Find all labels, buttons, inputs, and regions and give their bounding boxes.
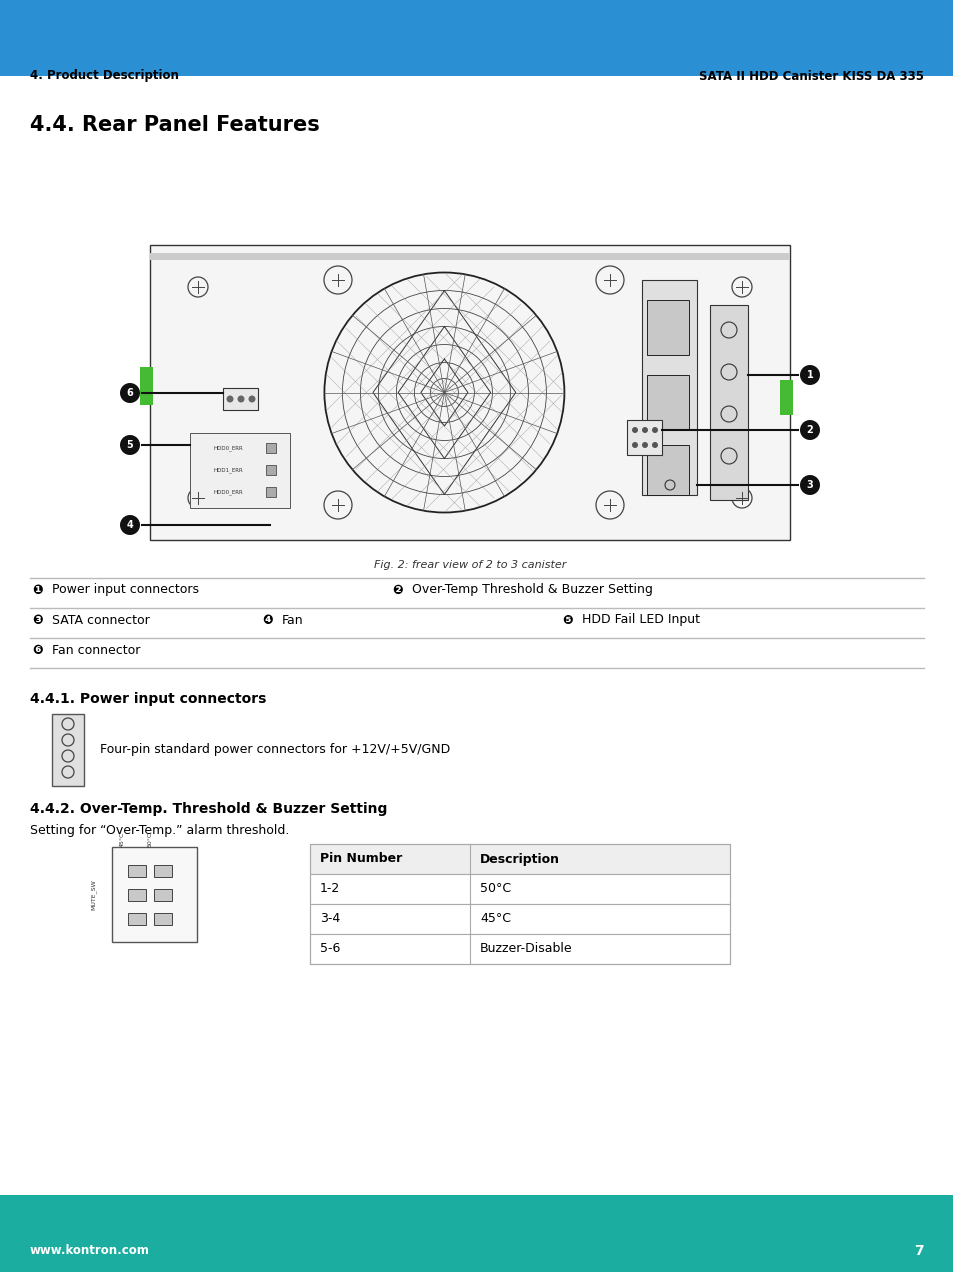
Bar [310,904,729,934]
Circle shape [800,474,820,495]
Text: 1: 1 [806,370,813,380]
Text: 45°C: 45°C [479,912,511,926]
Text: 4.4. Rear Panel Features: 4.4. Rear Panel Features [30,114,319,135]
Circle shape [800,420,820,440]
Bar [0,1210,953,1230]
Text: Pin Number: Pin Number [319,852,402,865]
Bar [709,305,747,500]
Text: Setting for “Over-Temp.” alarm threshold.: Setting for “Over-Temp.” alarm threshold… [30,824,289,837]
Bar [52,714,84,786]
Text: 2: 2 [806,425,813,435]
Bar [646,445,688,495]
Text: Fan: Fan [282,613,303,627]
Text: ❷: ❷ [392,584,402,597]
Text: MUTE_SW: MUTE_SW [91,880,97,911]
Circle shape [226,396,233,402]
Bar [128,889,146,901]
Text: Buzzer-Disable: Buzzer-Disable [479,943,572,955]
Text: ❺: ❺ [561,613,572,627]
Circle shape [120,435,140,455]
Bar [223,388,257,410]
Text: HDD0_ERR: HDD0_ERR [213,490,243,495]
Text: 4.4.1. Power input connectors: 4.4.1. Power input connectors [30,692,266,706]
Bar [780,380,792,415]
Bar [266,443,275,453]
Bar [310,845,729,964]
Circle shape [641,427,647,432]
Bar [150,245,789,541]
Circle shape [651,441,658,448]
Circle shape [631,427,638,432]
Bar [190,432,290,508]
Text: 7: 7 [913,1244,923,1258]
Text: Description: Description [479,852,559,865]
Circle shape [641,441,647,448]
Text: ❻: ❻ [32,644,43,656]
Bar [140,368,152,404]
Text: 4: 4 [127,520,133,530]
Bar [310,874,729,904]
Bar [153,889,172,901]
Text: Power input connectors: Power input connectors [52,584,199,597]
Text: SATA connector: SATA connector [52,613,150,627]
Text: HDD0_ERR: HDD0_ERR [213,445,243,450]
Circle shape [651,427,658,432]
Bar [0,0,953,20]
Circle shape [237,396,244,402]
Bar [153,865,172,876]
Bar [626,420,661,455]
Text: 1-2: 1-2 [319,883,340,895]
Circle shape [248,396,255,402]
Text: Four-pin standard power connectors for +12V/+5V/GND: Four-pin standard power connectors for +… [100,744,450,757]
Bar [646,375,688,430]
Bar [112,847,196,943]
Text: Fig. 2: frear view of 2 to 3 canister: Fig. 2: frear view of 2 to 3 canister [374,560,565,570]
Circle shape [800,365,820,385]
Bar [0,0,953,59]
Bar [128,913,146,925]
Text: 45°C: 45°C [119,832,125,847]
Text: Over-Temp Threshold & Buzzer Setting: Over-Temp Threshold & Buzzer Setting [412,584,652,597]
Bar [266,487,275,497]
Circle shape [120,515,140,536]
Bar [310,845,729,874]
Text: ❸: ❸ [32,613,43,627]
Bar [646,300,688,355]
Text: HDD1_ERR: HDD1_ERR [213,467,243,473]
Text: 50°C: 50°C [148,832,152,847]
FancyBboxPatch shape [0,1194,953,1272]
FancyBboxPatch shape [0,0,953,76]
Bar [641,280,697,495]
Text: 4. Product Description: 4. Product Description [30,70,179,83]
Text: 6: 6 [127,388,133,398]
Text: 4.4.2. Over-Temp. Threshold & Buzzer Setting: 4.4.2. Over-Temp. Threshold & Buzzer Set… [30,803,387,817]
Text: 3: 3 [806,480,813,490]
Text: HDD Fail LED Input: HDD Fail LED Input [581,613,700,627]
Text: SATA II HDD Canister KISS DA 335: SATA II HDD Canister KISS DA 335 [699,70,923,83]
Bar [266,466,275,474]
Text: ❹: ❹ [262,613,273,627]
Circle shape [120,383,140,403]
Bar [153,913,172,925]
Text: www.kontron.com: www.kontron.com [30,1244,150,1258]
Text: 3-4: 3-4 [319,912,340,926]
Circle shape [631,441,638,448]
Bar [310,934,729,964]
Text: 5: 5 [127,440,133,450]
Bar [128,865,146,876]
Text: 50°C: 50°C [479,883,511,895]
Text: Fan connector: Fan connector [52,644,140,656]
Bar [150,253,789,259]
Text: ❶: ❶ [32,584,43,597]
Text: 5-6: 5-6 [319,943,340,955]
